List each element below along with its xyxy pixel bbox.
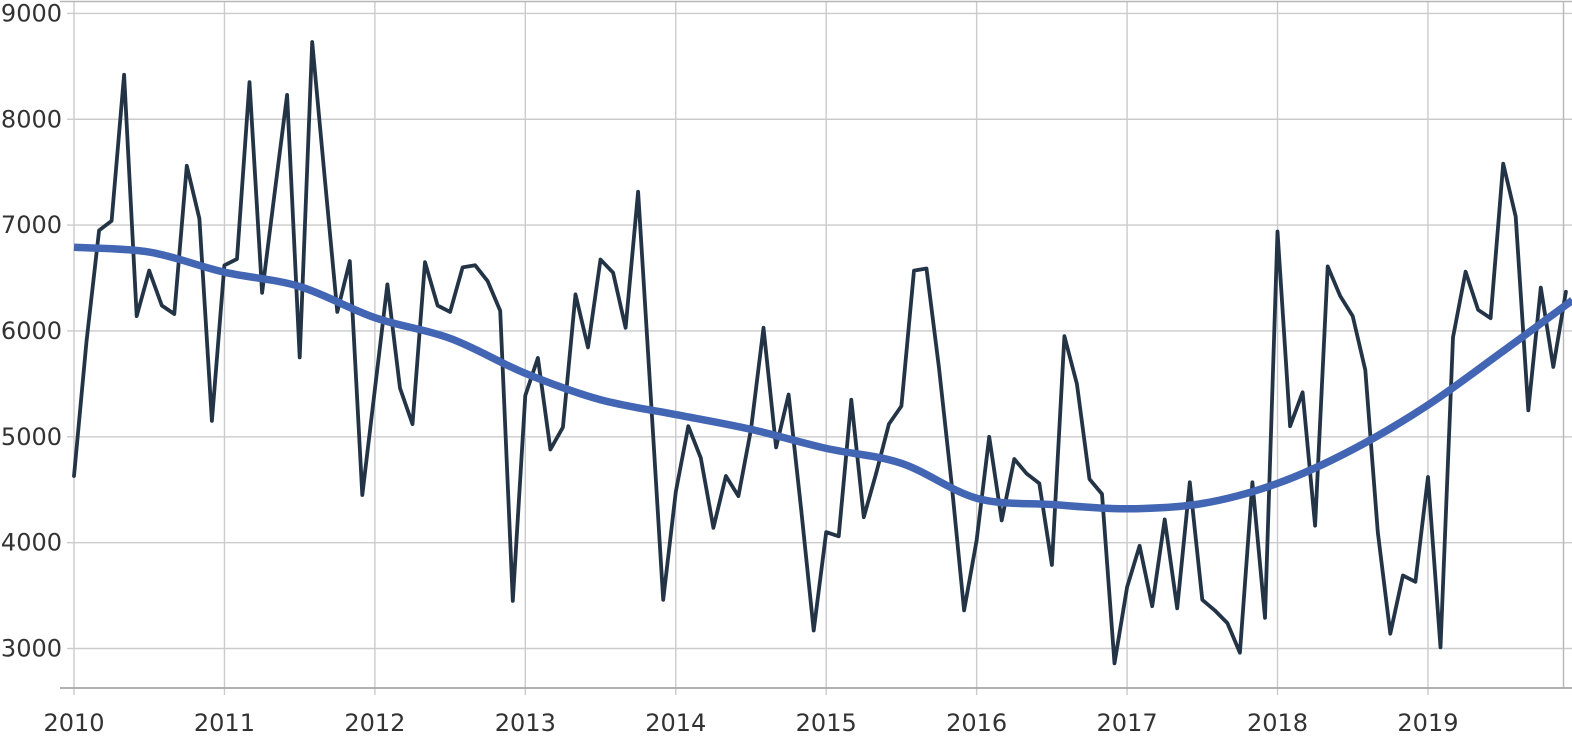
x-axis-tick-label-2010: 2010 — [43, 709, 104, 737]
x-axis-tick-label-2017: 2017 — [1097, 709, 1158, 737]
x-axis-tick-label-2013: 2013 — [495, 709, 556, 737]
x-axis-tick-label-2011: 2011 — [194, 709, 255, 737]
monthly-series-line — [72, 40, 1568, 666]
y-axis-tick-label-7000: 7000 — [1, 211, 62, 239]
x-axis-tick-label-2014: 2014 — [645, 709, 706, 737]
y-axis-tick-label-9000: 9000 — [1, 0, 62, 27]
x-axis-tick-label-2016: 2016 — [946, 709, 1007, 737]
x-axis-tick-label-2019: 2019 — [1397, 709, 1458, 737]
x-axis-tick-label-2018: 2018 — [1247, 709, 1308, 737]
y-axis-tick-label-8000: 8000 — [1, 105, 62, 133]
y-axis-tick-label-4000: 4000 — [1, 529, 62, 557]
trend-line — [73, 243, 1572, 513]
x-axis-tick-label-2015: 2015 — [796, 709, 857, 737]
y-axis-tick-label-5000: 5000 — [1, 423, 62, 451]
y-axis-tick-label-3000: 3000 — [1, 635, 62, 663]
x-axis-tick-label-2012: 2012 — [344, 709, 405, 737]
y-axis-tick-label-6000: 6000 — [1, 317, 62, 345]
